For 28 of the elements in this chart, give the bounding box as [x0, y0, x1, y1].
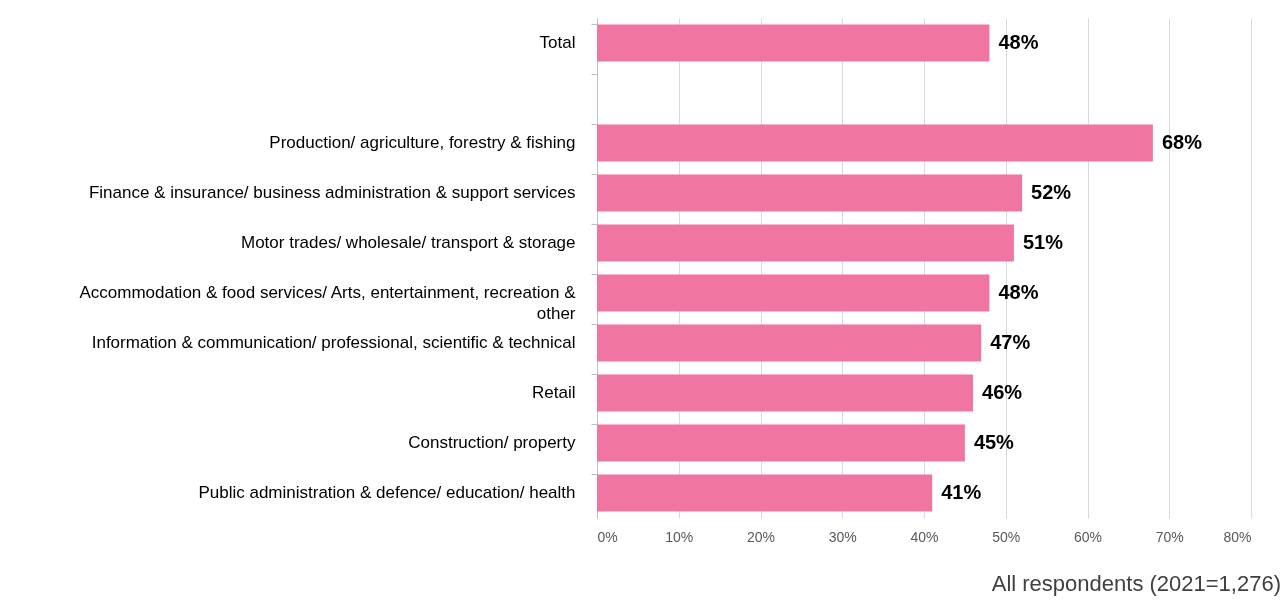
y-tick-label: Motor trades/ wholesale/ transport & storage — [241, 233, 576, 252]
x-tick-label: 40% — [910, 528, 939, 545]
x-tick-label: 0% — [597, 528, 618, 545]
data-label: 48% — [998, 31, 1039, 53]
data-label: 41% — [941, 481, 982, 503]
data-label: 48% — [998, 281, 1039, 303]
y-tick-label: Construction/ property — [408, 433, 576, 452]
y-tick-label: Production/ agriculture, forestry & fishing — [269, 133, 576, 152]
x-tick-label: 80% — [1223, 528, 1252, 545]
y-tick-label: Total — [539, 33, 576, 52]
data-label: 51% — [1022, 231, 1064, 253]
data-label: 47% — [990, 331, 1031, 353]
x-tick-label: 20% — [746, 528, 776, 545]
y-tick-label: Retail — [532, 383, 576, 402]
y-tick-label: Finance & insurance/ business administration & support services — [88, 183, 576, 202]
x-tick-label: 60% — [1073, 528, 1103, 545]
x-tick-label: 70% — [1155, 528, 1184, 545]
x-tick-label: 50% — [992, 528, 1021, 545]
data-label: 46% — [982, 381, 1023, 403]
y-tick-label: Accommodation & food services/ Arts, entertainment, recreation & other — [79, 283, 577, 323]
data-label: 52% — [1031, 181, 1072, 203]
text: All respondents (2021=1,276) — [991, 571, 1281, 596]
y-tick-label: Information & communication/ professional, scientific & technical — [91, 333, 576, 352]
data-label: 45% — [973, 431, 1015, 453]
data-label: 68% — [1161, 131, 1203, 153]
x-tick-label: 10% — [665, 528, 694, 545]
x-tick-label: 30% — [828, 528, 857, 545]
y-tick-label: Public administration & defence/ education/ health — [198, 483, 576, 502]
